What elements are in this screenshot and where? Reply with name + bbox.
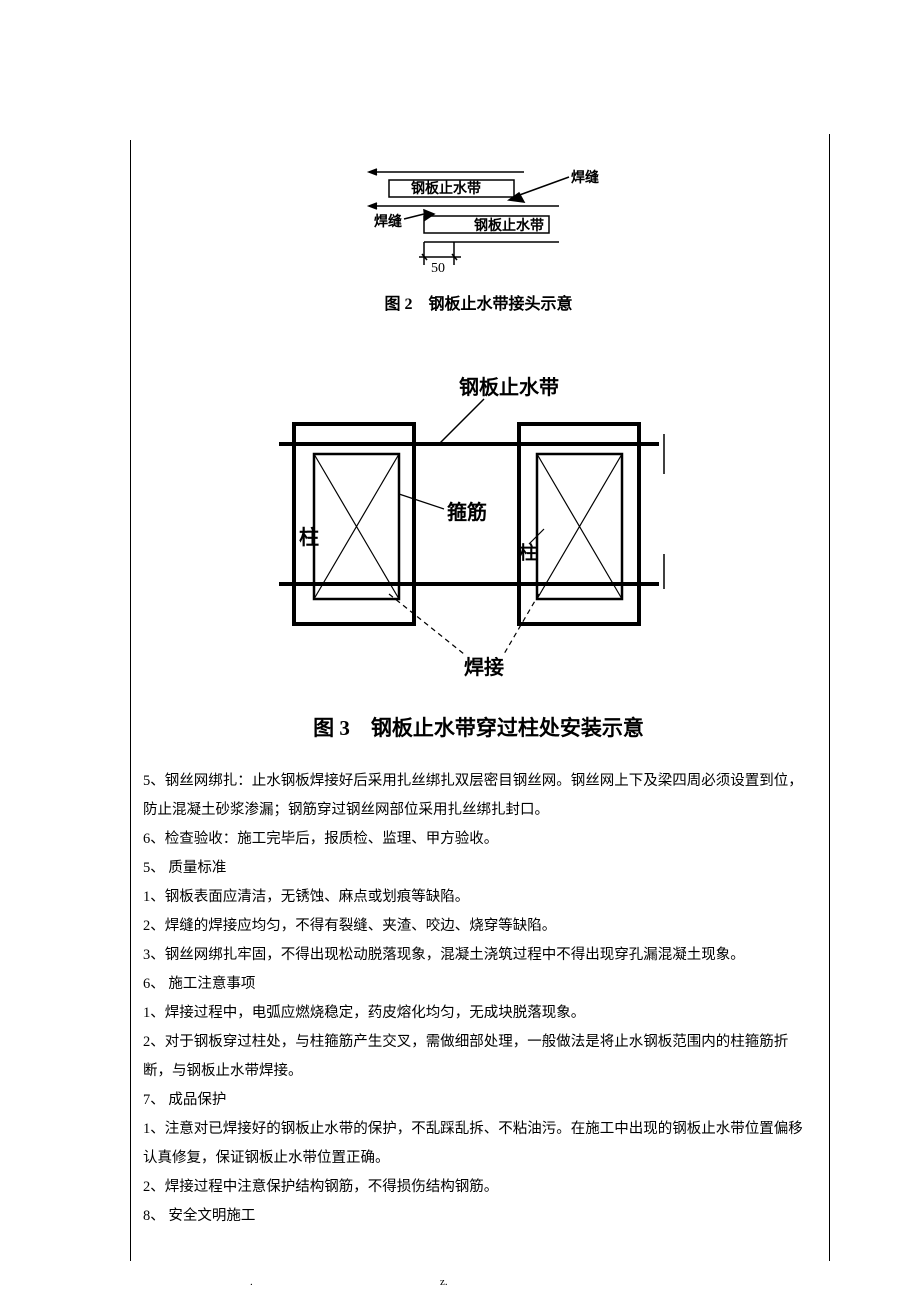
figure-3-caption: 图 3 钢板止水带穿过柱处安装示意 [143,712,814,742]
fig2-label-weld-left: 焊缝 [374,213,402,230]
quality-3: 3、钢丝网绑扎牢固，不得出现松动脱落现象，混凝土浇筑过程中不得出现穿孔漏混凝土现… [143,941,814,970]
fig3-label-col-left: 柱 [299,525,319,549]
footer-dot: . [250,1276,253,1288]
quality-1: 1、钢板表面应清洁，无锈蚀、麻点或划痕等缺陷。 [143,883,814,912]
note-2: 2、对于钢板穿过柱处，与柱箍筋产生交叉，需做细部处理，一般做法是将止水钢板范围内… [143,1028,814,1086]
care-1: 1、注意对已焊接好的钢板止水带的保护，不乱踩乱拆、不粘油污。在施工中出现的钢板止… [143,1115,814,1173]
fig3-label-top: 钢板止水带 [459,375,559,399]
fig3-label-stirrup: 箍筋 [447,500,487,524]
footer-z: z. [440,1276,448,1288]
heading-7: 7、 成品保护 [143,1086,814,1115]
fig2-label-top-plate: 钢板止水带 [411,180,481,197]
fig2-label-weld-right: 焊缝 [571,169,599,186]
fig2-label-bottom-plate: 钢板止水带 [474,217,544,234]
para-5: 5、钢丝网绑扎：止水钢板焊接好后采用扎丝绑扎双层密目钢丝网。钢丝网上下及梁四周必… [143,767,814,825]
figure-2-svg: 钢板止水带 焊缝 焊缝 钢板止水带 50 [349,160,609,280]
body-text: 5、钢丝网绑扎：止水钢板焊接好后采用扎丝绑扎双层密目钢丝网。钢丝网上下及梁四周必… [143,767,814,1231]
document-page: 钢板止水带 焊缝 焊缝 钢板止水带 50 图 2 钢板止水带接头示意 [130,140,830,1261]
figure-3-svg: 钢板止水带 箍筋 柱 柱 焊接 [269,364,689,694]
figure-3-container: 钢板止水带 箍筋 柱 柱 焊接 图 3 钢板止水带穿过柱处安装示意 [143,364,814,742]
care-2: 2、焊接过程中注意保护结构钢筋，不得损伤结构钢筋。 [143,1173,814,1202]
fig3-label-weld: 焊接 [464,655,504,679]
heading-6: 6、 施工注意事项 [143,970,814,999]
heading-8: 8、 安全文明施工 [143,1202,814,1231]
quality-2: 2、焊缝的焊接应均匀，不得有裂缝、夹渣、咬边、烧穿等缺陷。 [143,912,814,941]
heading-5: 5、 质量标准 [143,854,814,883]
fig3-label-col-right: 柱 [519,542,537,563]
fig2-label-dim: 50 [431,261,445,276]
figure-2-container: 钢板止水带 焊缝 焊缝 钢板止水带 50 图 2 钢板止水带接头示意 [143,160,814,314]
note-1: 1、焊接过程中，电弧应燃烧稳定，药皮熔化均匀，无成块脱落现象。 [143,999,814,1028]
page-border-tick [829,134,830,140]
para-6: 6、检查验收：施工完毕后，报质检、监理、甲方验收。 [143,825,814,854]
figure-2-caption: 图 2 钢板止水带接头示意 [143,290,814,314]
